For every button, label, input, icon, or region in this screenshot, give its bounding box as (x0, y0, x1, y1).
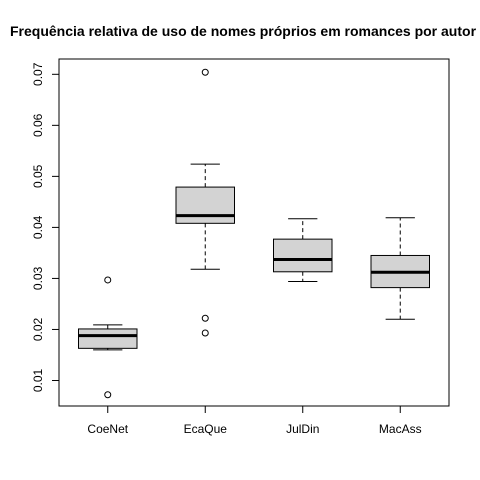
outlier-point (104, 276, 112, 284)
box-group (273, 218, 333, 282)
box (273, 238, 333, 273)
x-axis: CoeNet EcaQue JulDin MacAss (87, 405, 422, 436)
x-tick-label: MacAss (379, 422, 422, 436)
outlier-point (201, 68, 209, 76)
y-tick-label: 0.01 (31, 368, 45, 392)
outlier-point (201, 329, 209, 337)
y-tick-label: 0.05 (31, 164, 45, 188)
y-tick-label: 0.06 (31, 113, 45, 137)
box-group (370, 217, 430, 320)
chart-title: Frequência relativa de uso de nomes próp… (10, 23, 477, 39)
box (78, 328, 138, 349)
y-tick-label: 0.04 (31, 215, 45, 239)
x-tick-label: JulDin (286, 422, 319, 436)
x-tick-label: CoeNet (87, 422, 128, 436)
y-tick-label: 0.07 (31, 62, 45, 86)
boxes (78, 68, 430, 399)
box-group (175, 68, 235, 337)
box (175, 186, 235, 224)
y-tick-label: 0.03 (31, 266, 45, 290)
y-axis: 0.01 0.02 0.03 0.04 0.05 0.06 0.07 (31, 62, 60, 392)
y-tick-label: 0.02 (31, 317, 45, 341)
box-group (78, 276, 138, 399)
outlier-point (201, 314, 209, 322)
outlier-point (104, 391, 112, 399)
x-tick-label: EcaQue (184, 422, 228, 436)
plot-frame (58, 58, 450, 407)
